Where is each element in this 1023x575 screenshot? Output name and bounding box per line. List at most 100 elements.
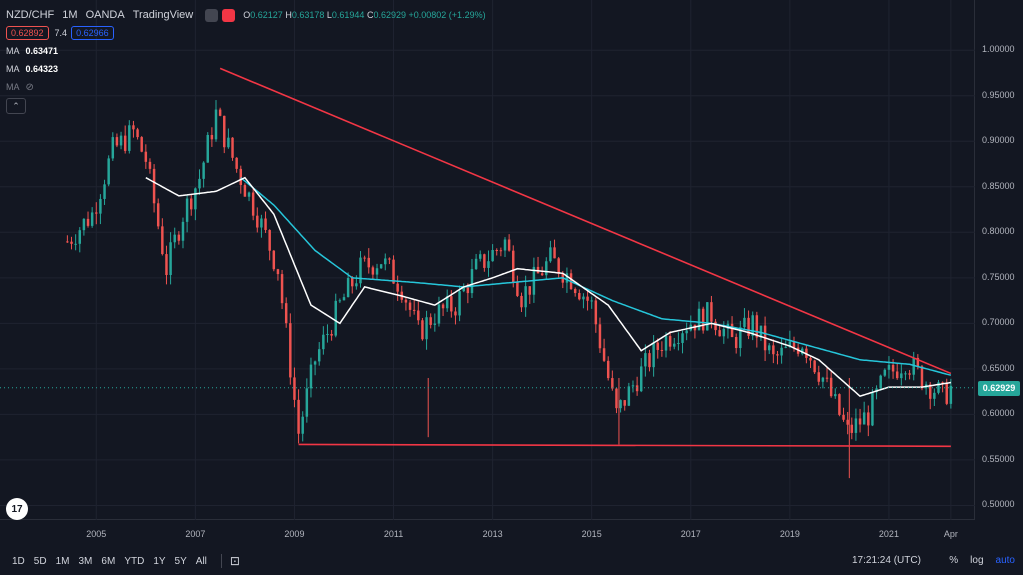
time-scale[interactable]: 2005 2007 2009 2011 2013 2015 2017 2019 2021 Apr xyxy=(0,521,975,547)
candle-body xyxy=(751,315,754,336)
candle-body xyxy=(949,385,953,404)
candle-body xyxy=(173,234,176,243)
indicator-ma-fast[interactable]: MA 0.63471 xyxy=(6,46,59,56)
candle-body xyxy=(70,241,73,244)
candle-body xyxy=(152,168,156,204)
range-5d[interactable]: 5D xyxy=(33,555,47,567)
price-change: +0.00802 (+1.29%) xyxy=(408,10,486,20)
time-tick: 2017 xyxy=(680,529,701,539)
platform-label: TradingView xyxy=(132,9,194,21)
candle-body xyxy=(371,267,375,275)
candle-body xyxy=(846,419,849,425)
time-tick: Apr xyxy=(943,529,958,539)
candle-body xyxy=(82,218,86,231)
price-tick: 0.50000 xyxy=(982,499,1015,510)
candle-body xyxy=(710,302,713,322)
candle-body xyxy=(351,278,354,287)
range-1y[interactable]: 1Y xyxy=(153,555,166,567)
candle-body xyxy=(660,349,664,351)
candle-body xyxy=(701,308,705,331)
candle-body xyxy=(941,382,944,384)
candle-body xyxy=(540,273,544,276)
candle-body xyxy=(388,258,391,260)
go-to-date-icon[interactable]: ⊡ xyxy=(229,554,240,568)
clock[interactable]: 17:21:24 (UTC) xyxy=(852,555,921,566)
candle-body xyxy=(780,347,783,356)
range-all[interactable]: All xyxy=(195,555,207,567)
candle-body xyxy=(648,353,651,368)
range-ytd[interactable]: YTD xyxy=(124,555,145,567)
candle-body xyxy=(119,135,123,146)
range-3m[interactable]: 3M xyxy=(78,555,93,567)
candle-body xyxy=(759,325,763,338)
candle-body xyxy=(474,258,478,270)
sell-button[interactable]: 0.62892 xyxy=(6,26,49,40)
alert-icon[interactable] xyxy=(222,8,236,22)
candle-body xyxy=(685,330,688,334)
time-tick: 2019 xyxy=(779,529,800,539)
time-tick: 2015 xyxy=(581,529,602,539)
buy-button[interactable]: 0.62966 xyxy=(71,26,114,40)
candle-body xyxy=(623,400,626,406)
candle-body xyxy=(384,258,387,265)
candle-body xyxy=(256,215,259,228)
price-tick: 0.60000 xyxy=(982,408,1015,419)
ma-slow-line xyxy=(240,177,952,376)
candle-body xyxy=(437,304,441,324)
candle-body xyxy=(549,247,552,262)
range-1m[interactable]: 1M xyxy=(55,555,70,567)
candle-body xyxy=(825,377,829,379)
candle-body xyxy=(528,286,532,295)
candle-body xyxy=(214,109,218,140)
eye-hidden-icon[interactable]: ⊘ xyxy=(25,81,34,93)
indicator-ma-slow[interactable]: MA 0.64323 xyxy=(6,64,59,74)
candle-body xyxy=(520,295,523,308)
range-6m[interactable]: 6M xyxy=(101,555,116,567)
candle-body xyxy=(466,287,470,294)
date-range-group: 1D 5D 1M 3M 6M YTD 1Y 5Y All xyxy=(0,556,207,567)
price-tick: 0.65000 xyxy=(982,362,1015,373)
candle-body xyxy=(78,230,82,244)
indicator-ma-hidden[interactable]: MA ⊘ xyxy=(6,81,34,93)
candle-body xyxy=(103,184,106,199)
candle-body xyxy=(218,109,222,116)
candle-body xyxy=(933,392,936,399)
ohlc-values: O0.62127 H0.63178 L0.61944 C0.62929 +0.0… xyxy=(243,10,486,20)
percent-scale-toggle[interactable]: % xyxy=(949,555,959,566)
chart-legend: NZD/CHF 1M OANDA TradingView O0.62127 H0… xyxy=(6,6,486,114)
divider xyxy=(220,554,222,568)
tradingview-logo-icon[interactable]: 17 xyxy=(6,498,28,520)
candle-body xyxy=(664,336,668,351)
chart-pane[interactable] xyxy=(0,0,975,520)
auto-scale-toggle[interactable]: auto xyxy=(995,555,1015,566)
candle-body xyxy=(813,360,816,373)
candle-body xyxy=(862,412,866,425)
range-1d[interactable]: 1D xyxy=(12,555,25,567)
candle-body xyxy=(272,250,276,270)
candle-body xyxy=(734,337,738,349)
price-scale[interactable]: 1.00000 0.95000 0.90000 0.85000 0.80000 0.750… xyxy=(976,0,1023,520)
candle-body xyxy=(611,378,614,389)
collapse-legend-icon[interactable]: ⌃ xyxy=(6,98,26,114)
candle-body xyxy=(74,243,77,245)
candle-body xyxy=(627,386,631,406)
candle-body xyxy=(313,361,317,365)
candle-body xyxy=(185,198,189,222)
candle-body xyxy=(247,192,251,197)
price-chart[interactable] xyxy=(0,0,975,520)
log-scale-toggle[interactable]: log xyxy=(970,555,984,566)
candle-body xyxy=(573,289,577,294)
time-tick: 2009 xyxy=(284,529,305,539)
scale-options: % log auto xyxy=(949,555,1015,566)
candle-body xyxy=(730,323,734,338)
candle-body xyxy=(891,364,895,372)
interval-label[interactable]: 1M xyxy=(62,9,78,21)
candle-body xyxy=(239,168,243,186)
price-tick: 0.90000 xyxy=(982,135,1015,146)
candle-body xyxy=(928,384,932,399)
candle-body xyxy=(582,296,585,300)
visibility-toggle-icon[interactable] xyxy=(205,8,219,22)
support-trendline xyxy=(298,443,951,448)
range-5y[interactable]: 5Y xyxy=(174,555,187,567)
symbol-name[interactable]: NZD/CHF xyxy=(6,9,55,21)
